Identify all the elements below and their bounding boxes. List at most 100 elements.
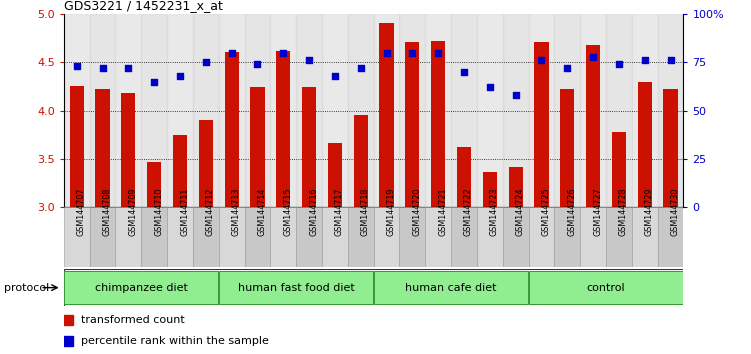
Bar [89,14,116,207]
Bar [425,207,451,267]
Bar [193,14,219,207]
Bar [302,87,316,207]
Point [665,58,677,63]
Bar [586,45,600,207]
Bar [663,90,677,207]
Bar [141,207,167,267]
Bar [483,172,497,207]
Bar [327,143,342,207]
Bar [245,14,270,207]
Bar [400,207,425,267]
Bar [632,14,658,207]
Bar [606,14,632,207]
Text: human fast food diet: human fast food diet [238,282,354,293]
Text: GSM144719: GSM144719 [387,188,396,236]
Point [354,65,366,71]
Text: GSM144727: GSM144727 [593,188,602,236]
Bar [374,207,400,267]
Bar [581,14,606,207]
Point [174,73,186,79]
Text: GSM144721: GSM144721 [438,188,447,236]
Bar [250,87,264,207]
Bar [64,14,89,207]
Bar [554,14,580,207]
Bar [374,271,528,304]
Point [122,65,134,71]
Text: GSM144718: GSM144718 [360,188,369,236]
Bar [322,14,348,207]
Point [200,59,212,65]
Bar [167,14,193,207]
Text: chimpanzee diet: chimpanzee diet [95,282,188,293]
Bar [529,271,683,304]
Bar [451,14,477,207]
Bar [508,167,523,207]
Bar [612,132,626,207]
Bar [581,207,606,267]
Point [458,69,470,75]
Text: GSM144729: GSM144729 [644,188,653,236]
Point [406,50,418,56]
Bar [400,14,425,207]
Text: GSM144709: GSM144709 [128,188,137,236]
Text: GSM144722: GSM144722 [464,188,473,236]
Bar [658,14,683,207]
Bar [70,86,84,207]
Point [225,50,237,56]
Bar [121,93,135,207]
Text: GSM144712: GSM144712 [206,188,215,236]
Text: GSM144713: GSM144713 [231,188,240,236]
Point [484,85,496,90]
Bar [457,147,471,207]
Point [303,58,315,63]
Bar [225,52,239,207]
Text: GSM144723: GSM144723 [490,188,499,236]
Bar [554,207,580,267]
Bar [270,207,296,267]
Point [510,92,522,98]
Point [329,73,341,79]
Bar [270,14,296,207]
Bar [658,207,683,267]
Bar [173,135,187,207]
Bar [95,90,110,207]
Bar [147,162,161,207]
Text: protocol: protocol [4,282,49,293]
Text: GSM144725: GSM144725 [541,188,550,236]
Bar [502,207,529,267]
Point [535,58,547,63]
Bar [348,207,374,267]
Bar [199,120,213,207]
Text: GSM144714: GSM144714 [258,188,267,236]
Bar [406,42,420,207]
Bar [374,14,400,207]
Bar [64,336,74,346]
Bar [529,207,554,267]
Bar [529,14,554,207]
Text: GSM144726: GSM144726 [567,188,576,236]
Bar [64,207,89,267]
Point [613,62,625,67]
Bar [425,14,451,207]
Bar [354,115,368,207]
Text: GSM144730: GSM144730 [671,188,680,236]
Bar [348,14,374,207]
Text: GSM144711: GSM144711 [180,188,189,236]
Bar [477,14,502,207]
Bar [167,207,193,267]
Text: GSM144724: GSM144724 [516,188,525,236]
Point [638,58,650,63]
Point [97,65,109,71]
Bar [65,271,219,304]
Bar [89,207,116,267]
Bar [296,207,322,267]
Point [587,54,599,59]
Bar [451,207,477,267]
Text: GSM144707: GSM144707 [77,188,86,236]
Text: GSM144717: GSM144717 [335,188,344,236]
Text: GSM144710: GSM144710 [154,188,163,236]
Bar [116,14,141,207]
Bar [477,207,502,267]
Bar [219,207,245,267]
Text: GSM144715: GSM144715 [283,188,292,236]
